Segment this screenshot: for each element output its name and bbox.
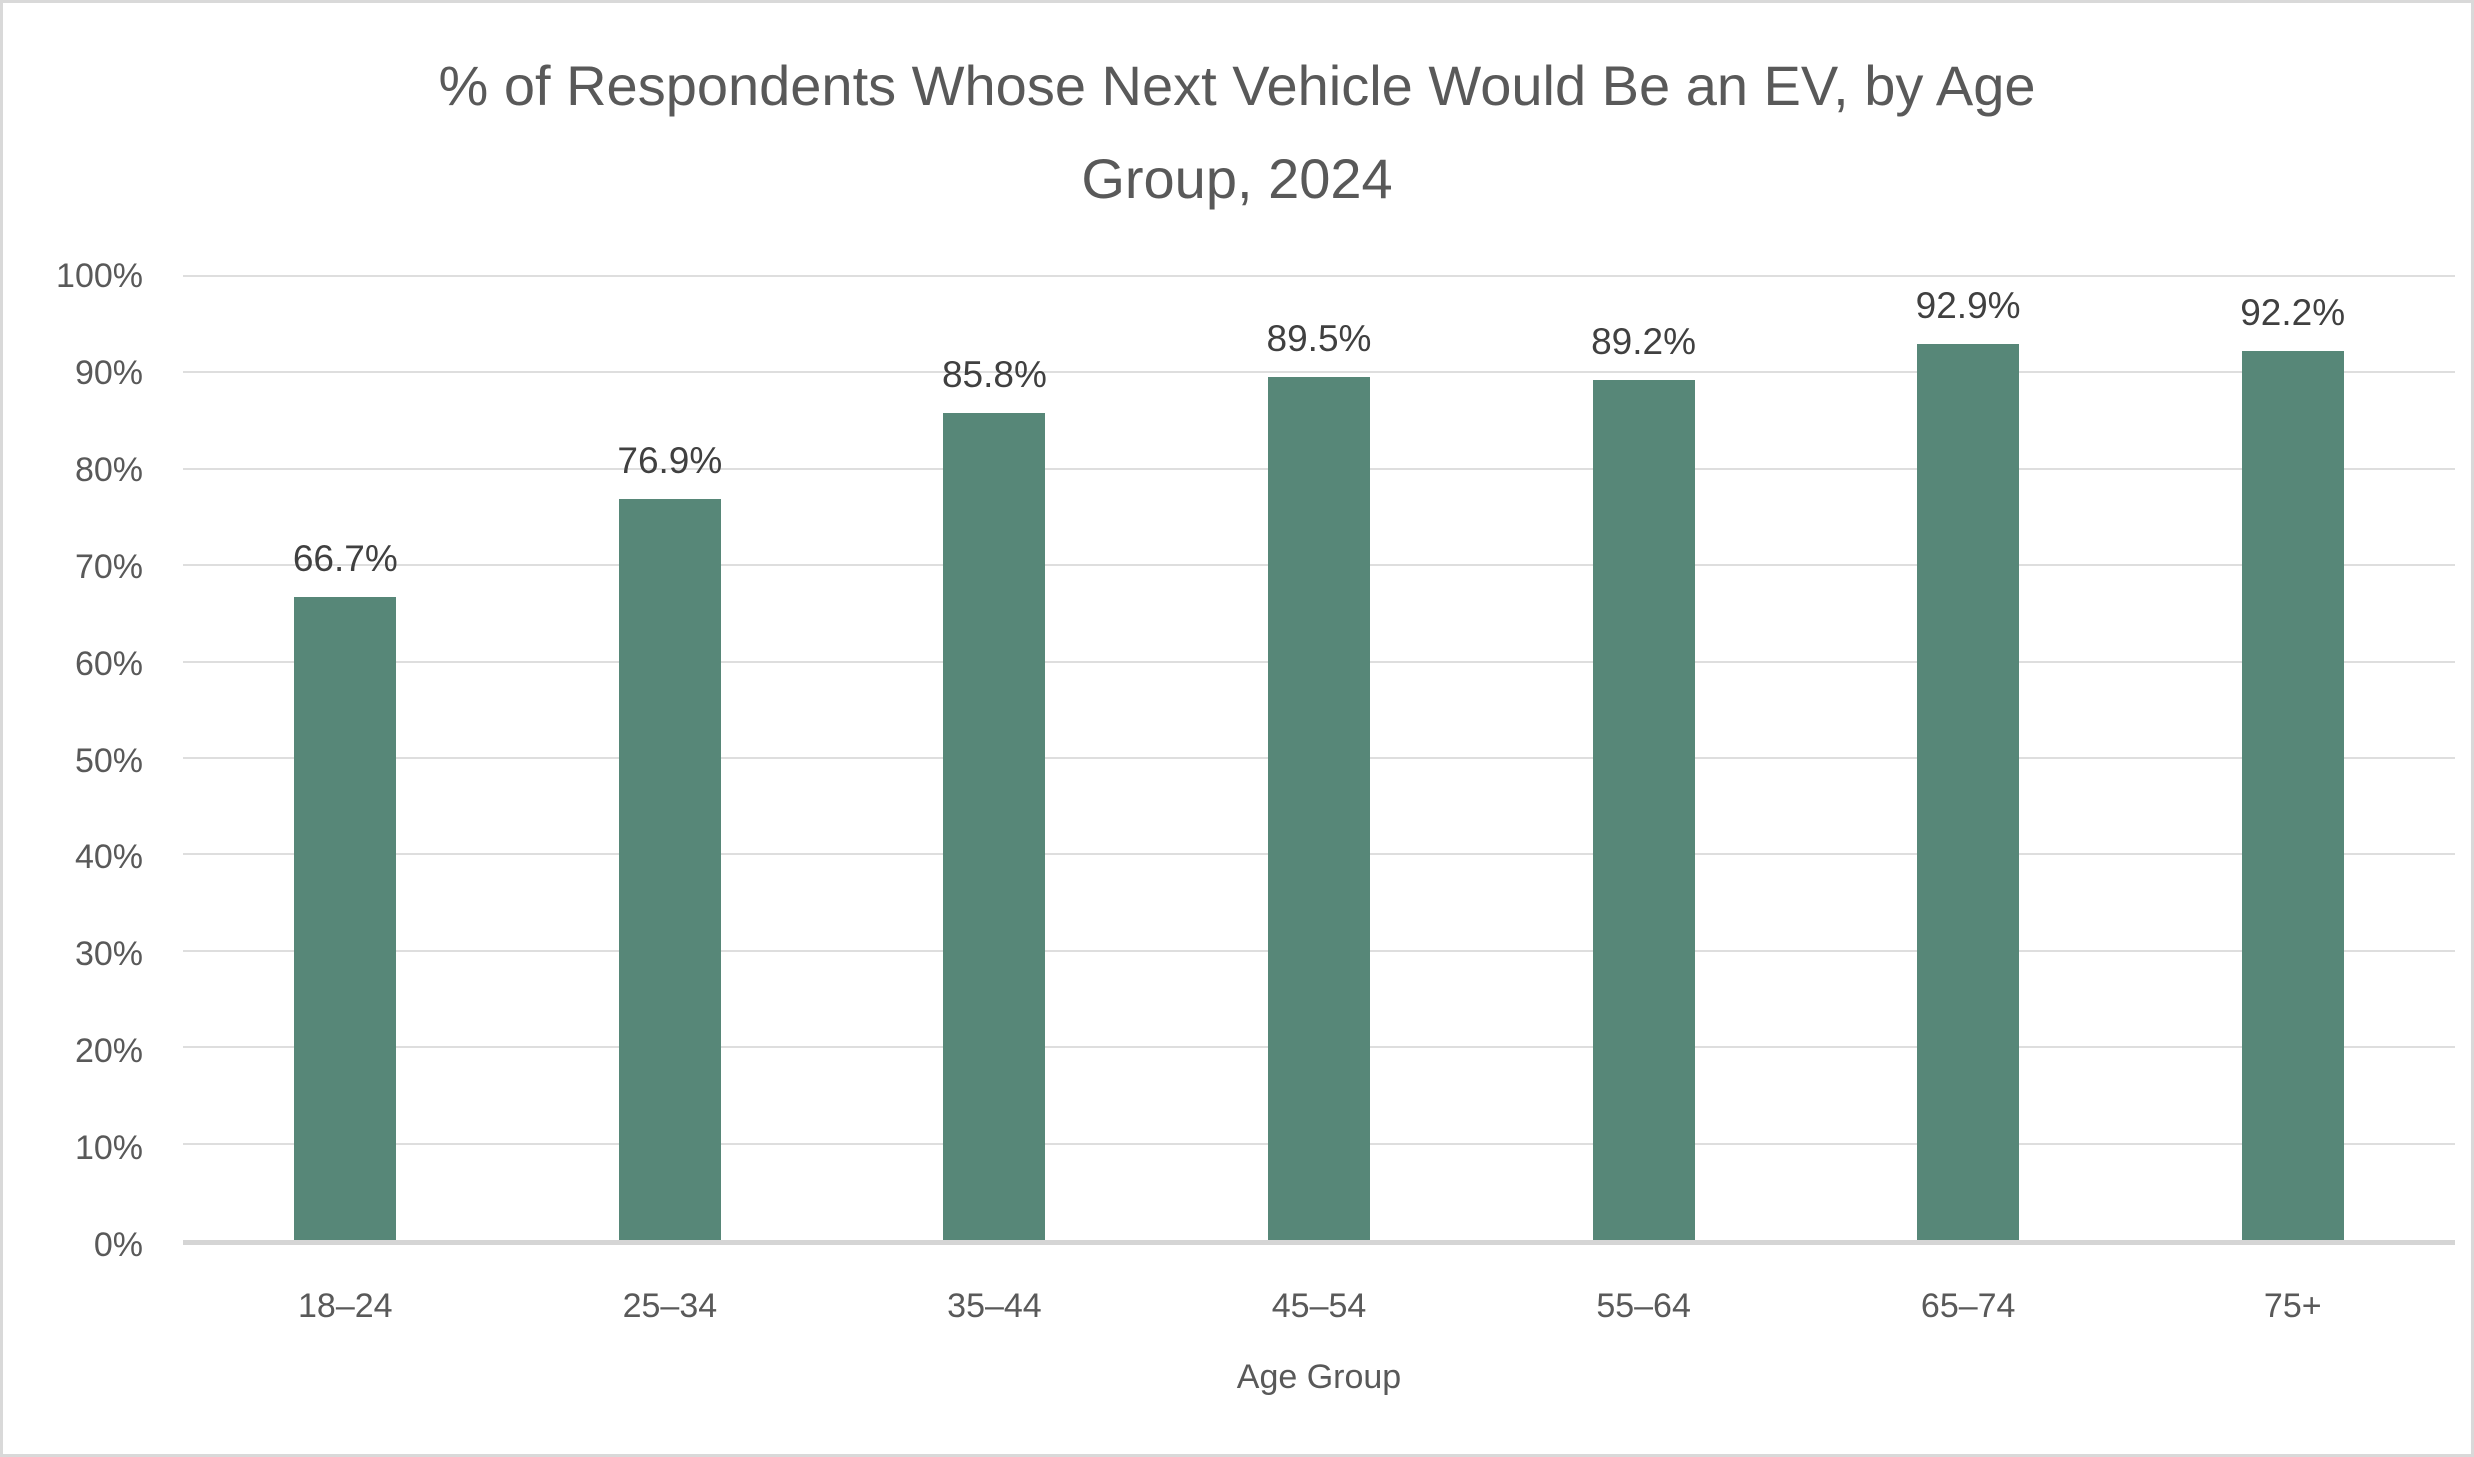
bar	[1592, 380, 1695, 1240]
y-axis-labels: 0% 10% 20% 30% 40% 50% 60% 70% 80% 90% 100%	[3, 3, 143, 1454]
bar	[618, 498, 721, 1240]
y-tick-label: 20%	[74, 1032, 143, 1071]
bar-slot: 76.9%	[508, 276, 833, 1240]
bar	[1917, 344, 2020, 1240]
x-tick-label: 65–74	[1920, 1287, 2016, 1325]
chart-title-line-2: Group, 2024	[1081, 147, 1393, 210]
bar	[294, 597, 397, 1240]
x-axis-labels: 18–24 25–34 35–44 45–54 55–64 65–74 75+	[183, 1284, 2455, 1328]
y-tick-label: 50%	[74, 741, 143, 780]
y-tick-label: 40%	[74, 838, 143, 877]
x-tick-label: 25–34	[622, 1287, 718, 1325]
gridline	[183, 371, 2455, 374]
y-tick-label: 70%	[74, 547, 143, 586]
bar-value-label: 85.8%	[941, 353, 1047, 395]
bar-slot: 89.2%	[1481, 276, 1806, 1240]
y-tick-label: 60%	[74, 644, 143, 683]
chart-title-line-1: % of Respondents Whose Next Vehicle Woul…	[438, 54, 2036, 117]
bar-slot: 66.7%	[183, 276, 508, 1240]
plot-area: 66.7% 76.9% 85.8% 89.5% 89.2% 92.9% 92.2%	[183, 275, 2455, 1245]
bar-slot: 85.8%	[832, 276, 1157, 1240]
y-tick-label: 90%	[74, 353, 143, 392]
bar-value-label: 92.9%	[1915, 285, 2021, 327]
x-tick-label: 18–24	[298, 1287, 393, 1325]
bar-value-label: 76.9%	[617, 439, 723, 481]
bar-value-label: 66.7%	[292, 538, 398, 580]
gridline	[183, 275, 2455, 277]
bar-slot: 92.9%	[1806, 276, 2131, 1240]
bar	[943, 412, 1046, 1240]
x-tick-label: 45–54	[1271, 1287, 1367, 1325]
bar-value-label: 89.2%	[1591, 321, 1697, 363]
y-tick-label: 0%	[93, 1226, 143, 1264]
bar-value-label: 92.2%	[2240, 292, 2346, 334]
bar-slot: 89.5%	[1157, 276, 1482, 1240]
chart-title: % of Respondents Whose Next Vehicle Woul…	[123, 39, 2351, 225]
x-tick-label: 55–64	[1596, 1287, 1691, 1325]
bar	[2241, 351, 2344, 1240]
bar	[1267, 377, 1370, 1240]
y-tick-label: 80%	[74, 450, 143, 489]
bar-value-label: 89.5%	[1266, 318, 1372, 360]
bars: 66.7% 76.9% 85.8% 89.5% 89.2% 92.9% 92.2%	[183, 276, 2455, 1240]
bar-slot: 92.2%	[2130, 276, 2455, 1240]
y-tick-label: 10%	[74, 1129, 143, 1168]
x-axis-title: Age Group	[1236, 1358, 1402, 1396]
y-tick-label: 30%	[74, 935, 143, 974]
x-tick-label: 75+	[2263, 1287, 2322, 1325]
x-tick-label: 35–44	[947, 1287, 1042, 1325]
y-tick-label: 100%	[56, 257, 143, 295]
